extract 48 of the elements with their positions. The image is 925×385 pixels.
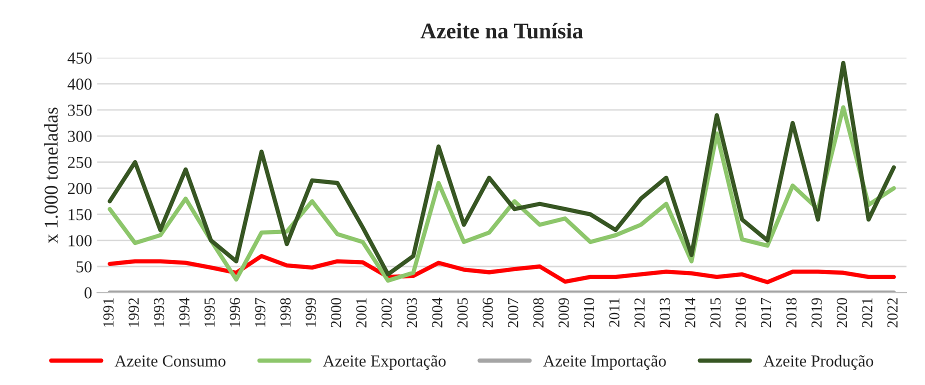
x-tick-label: 2002 [382,298,392,328]
x-tick-label: 2016 [736,298,746,328]
x-tick-label: 2008 [533,298,544,328]
y-tick-label: 450 [68,52,92,64]
x-tick-label: 1996 [230,298,240,327]
x-tick-label: 2005 [457,298,468,328]
x-tick-label: 2004 [432,298,442,328]
y-tick-label: 400 [68,78,92,90]
x-tick-label: 2022 [887,298,898,328]
y-tick-label: 200 [68,182,92,194]
legend-label: Azeite Produção [763,354,874,370]
x-tick-label: 1997 [255,298,266,327]
x-tick-label: 2020 [836,298,848,328]
x-tick-label: 2007 [508,298,518,328]
x-tick-label: 1991 [103,298,114,327]
chart-title: Azeite na Tunísia [420,22,583,39]
x-tick-label: 2015 [710,298,721,328]
legend-label: Azeite Exportação [322,355,446,370]
x-tick-label: 2010 [584,298,594,328]
x-tick-label: 2001 [356,298,367,328]
x-tick-label: 2017 [760,298,772,328]
x-tick-label: 2018 [786,298,797,328]
y-tick-label: 150 [68,209,92,220]
x-tick-label: 1992 [128,298,139,327]
y-tick-label: 100 [68,235,92,246]
x-tick-label: 2014 [685,298,696,328]
x-tick-label: 2000 [330,298,342,328]
y-tick-label: 350 [68,104,92,116]
x-tick-label: 2003 [406,298,418,328]
x-tick-label: 2006 [482,298,493,328]
x-tick-label: 1998 [280,298,291,327]
y-tick-label: 0 [84,287,92,299]
x-tick-label: 2009 [558,298,569,328]
x-tick-label: 2011 [609,298,620,327]
x-tick-label: 1999 [306,298,316,327]
y-tick-label: 250 [68,156,92,168]
x-tick-label: 1993 [154,298,164,327]
x-tick-label: 1995 [204,298,215,327]
x-tick-label: 1994 [179,298,190,327]
x-tick-label: 2013 [660,298,670,328]
legend-label: Azeite Importação [543,355,666,370]
x-tick-label: 2021 [862,298,872,328]
y-tick-label: 300 [68,130,92,142]
legend-label: Azeite Consumo [114,355,226,367]
x-tick-label: 2019 [811,298,822,328]
y-axis-title: x 1.000 toneladas [44,108,58,244]
y-tick-label: 50 [76,261,92,272]
x-tick-label: 2012 [634,298,645,328]
